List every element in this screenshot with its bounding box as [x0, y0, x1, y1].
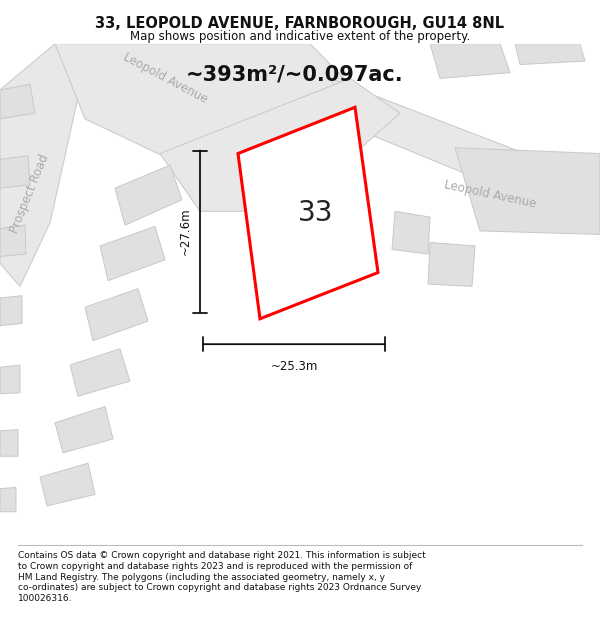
- Polygon shape: [0, 225, 26, 256]
- Polygon shape: [455, 148, 600, 234]
- Polygon shape: [115, 165, 182, 225]
- Text: 33, LEOPOLD AVENUE, FARNBOROUGH, GU14 8NL: 33, LEOPOLD AVENUE, FARNBOROUGH, GU14 8N…: [95, 16, 505, 31]
- Polygon shape: [0, 84, 35, 119]
- Polygon shape: [0, 296, 22, 326]
- Polygon shape: [55, 44, 350, 159]
- Polygon shape: [392, 211, 430, 254]
- Text: HM Land Registry. The polygons (including the associated geometry, namely x, y: HM Land Registry. The polygons (includin…: [18, 572, 385, 581]
- Polygon shape: [0, 365, 20, 394]
- Polygon shape: [70, 349, 130, 396]
- Polygon shape: [0, 156, 30, 188]
- Polygon shape: [40, 463, 95, 506]
- Polygon shape: [330, 78, 600, 229]
- Text: Map shows position and indicative extent of the property.: Map shows position and indicative extent…: [130, 30, 470, 42]
- Text: ~393m²/~0.097ac.: ~393m²/~0.097ac.: [186, 64, 404, 84]
- Polygon shape: [238, 107, 378, 319]
- Polygon shape: [515, 44, 585, 64]
- Text: Contains OS data © Crown copyright and database right 2021. This information is : Contains OS data © Crown copyright and d…: [18, 551, 426, 560]
- Polygon shape: [160, 78, 400, 211]
- Text: Leopold Avenue: Leopold Avenue: [443, 178, 537, 210]
- Text: co-ordinates) are subject to Crown copyright and database rights 2023 Ordnance S: co-ordinates) are subject to Crown copyr…: [18, 583, 421, 592]
- Polygon shape: [55, 407, 113, 452]
- Text: Leopold Avenue: Leopold Avenue: [121, 51, 209, 106]
- Polygon shape: [0, 44, 90, 286]
- Text: ~25.3m: ~25.3m: [271, 361, 317, 373]
- Text: 33: 33: [298, 199, 334, 227]
- Polygon shape: [85, 289, 148, 341]
- Polygon shape: [428, 242, 475, 286]
- Text: ~27.6m: ~27.6m: [179, 208, 192, 256]
- Polygon shape: [0, 488, 16, 512]
- Polygon shape: [0, 430, 18, 456]
- Text: Prospect Road: Prospect Road: [8, 152, 52, 235]
- Text: 100026316.: 100026316.: [18, 594, 73, 602]
- Text: to Crown copyright and database rights 2023 and is reproduced with the permissio: to Crown copyright and database rights 2…: [18, 562, 412, 571]
- Polygon shape: [100, 226, 165, 281]
- Polygon shape: [430, 44, 510, 78]
